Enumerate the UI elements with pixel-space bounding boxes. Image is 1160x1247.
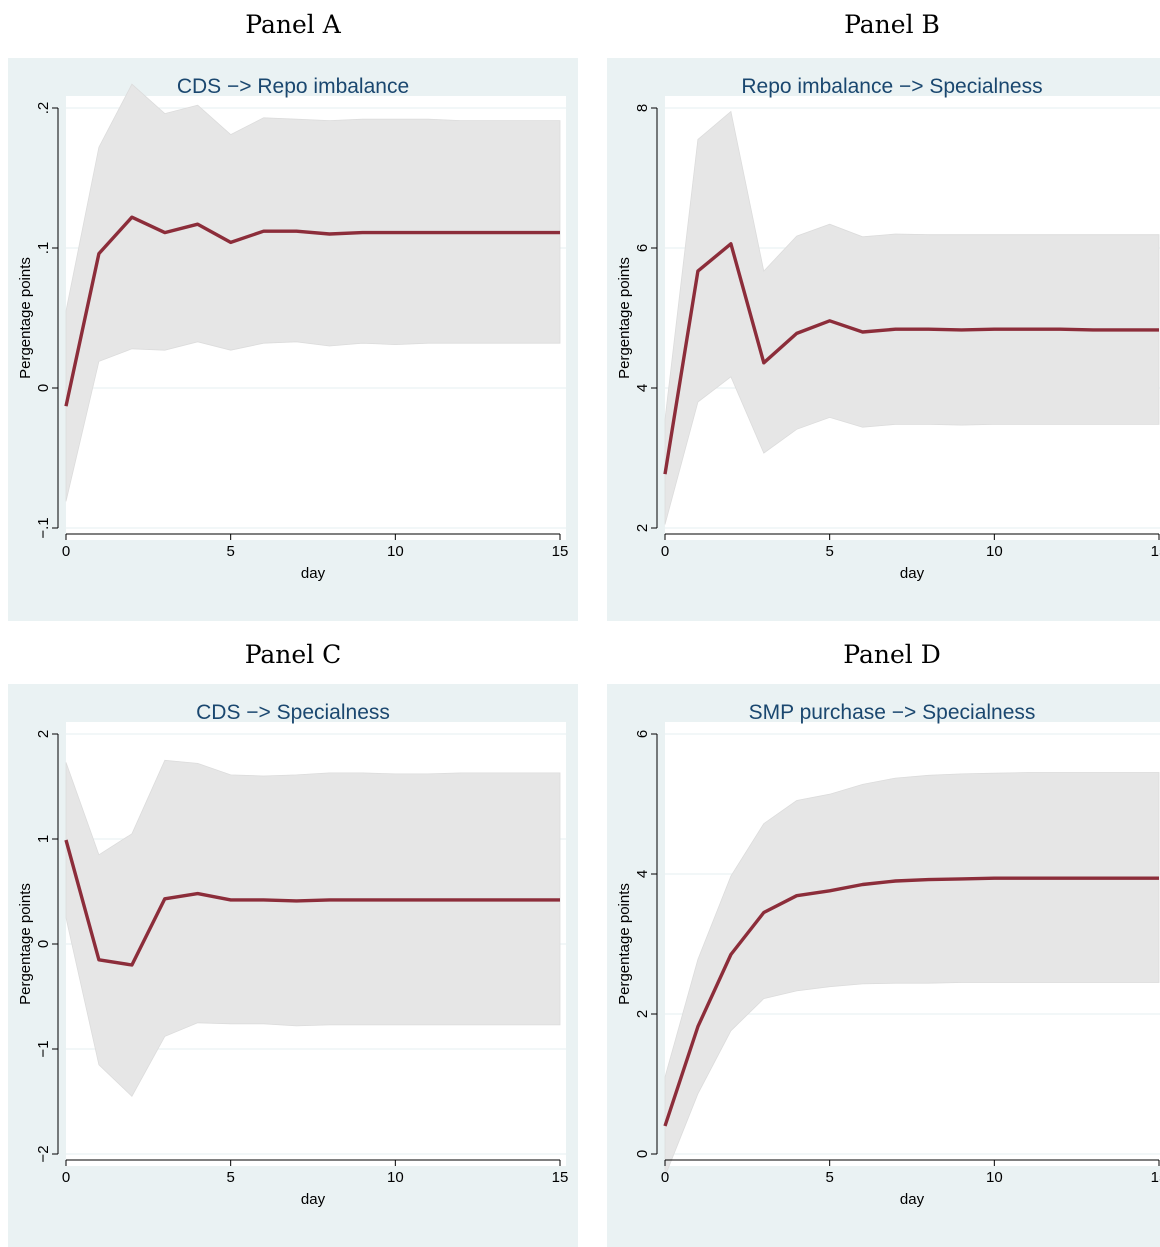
y-tick-label: 1 xyxy=(35,835,52,843)
irf-line xyxy=(663,876,1159,1127)
x-axis-label: day xyxy=(900,1191,925,1208)
panel-b-chart-svg: Repo imbalance −> Specialness 2 4 6 8 0 5 10 15 d… xyxy=(616,75,1160,582)
confidence-band xyxy=(65,759,561,1097)
x-tick-label: 5 xyxy=(226,543,234,560)
x-axis-label: day xyxy=(301,1191,326,1208)
panel-a-chart: CDS −> Repo imbalance −.1 0 .1 .2 0 5 10 15 day Pe… xyxy=(8,58,578,621)
y-axis-label: Pergentage points xyxy=(616,883,633,1005)
x-tick-label: 10 xyxy=(387,543,404,560)
y-tick-label: −.1 xyxy=(35,517,52,538)
y-tick-label: 2 xyxy=(634,1010,651,1018)
panel-d-chart: SMP purchase −> Specialness 0 2 4 6 0 5 10 15 day… xyxy=(607,684,1160,1247)
x-tick-label: 5 xyxy=(825,1169,833,1186)
chart-title: CDS −> Specialness xyxy=(196,701,390,724)
confidence-band xyxy=(664,110,1160,525)
x-tick-label: 0 xyxy=(62,543,70,560)
y-tick-label: 8 xyxy=(634,104,651,112)
y-tick-label: 2 xyxy=(35,730,52,738)
x-tick-label: 0 xyxy=(661,1169,669,1186)
y-tick-label: 4 xyxy=(634,384,651,392)
confidence-band xyxy=(664,772,1160,1177)
x-tick-label: 10 xyxy=(986,543,1003,560)
y-tick-label: 0 xyxy=(35,940,52,948)
x-tick-label: 0 xyxy=(62,1169,70,1186)
x-axis-label: day xyxy=(900,565,925,582)
y-axis-label: Pergentage points xyxy=(17,883,34,1005)
irf-line xyxy=(64,215,560,407)
x-tick-label: 5 xyxy=(226,1169,234,1186)
chart-title: Repo imbalance −> Specialness xyxy=(741,75,1042,98)
panel-d-chart-svg: SMP purchase −> Specialness 0 2 4 6 0 5 10 15 day… xyxy=(616,701,1160,1208)
x-tick-label: 15 xyxy=(1151,1169,1160,1186)
x-tick-label: 10 xyxy=(986,1169,1003,1186)
x-tick-label: 15 xyxy=(1151,543,1160,560)
panel-b-chart: Repo imbalance −> Specialness 2 4 6 8 0 5 10 15 d… xyxy=(607,58,1160,621)
panel-a-heading: Panel A xyxy=(245,10,341,39)
panel-c-chart: CDS −> Specialness −2 −1 0 1 2 0 5 10 15 day Pergen… xyxy=(8,684,578,1247)
chart-title: SMP purchase −> Specialness xyxy=(749,701,1036,724)
y-tick-label: −1 xyxy=(35,1040,52,1057)
panel-a-chart-svg: CDS −> Repo imbalance −.1 0 .1 .2 0 5 10 15 day Pe… xyxy=(17,75,569,582)
panel-d-heading: Panel D xyxy=(843,640,941,669)
panel-c-heading: Panel C xyxy=(244,640,342,669)
y-tick-label: −2 xyxy=(35,1145,52,1162)
y-axis-label: Pergentage points xyxy=(616,257,633,379)
x-tick-label: 0 xyxy=(661,543,669,560)
y-axis-label: Pergentage points xyxy=(17,257,34,379)
y-tick-label: 6 xyxy=(634,730,651,738)
y-tick-label: 0 xyxy=(35,384,52,392)
y-tick-label: 6 xyxy=(634,244,651,252)
chart-title: CDS −> Repo imbalance xyxy=(177,75,409,98)
x-tick-label: 5 xyxy=(825,543,833,560)
y-tick-label: .1 xyxy=(35,242,52,255)
y-tick-label: 2 xyxy=(634,524,651,532)
x-tick-label: 15 xyxy=(552,1169,569,1186)
y-tick-label: 4 xyxy=(634,870,651,878)
panel-c-chart-svg: CDS −> Specialness −2 −1 0 1 2 0 5 10 15 day Pergen… xyxy=(17,701,569,1208)
confidence-band xyxy=(65,83,561,502)
y-tick-label: 0 xyxy=(634,1150,651,1158)
irf-line xyxy=(663,242,1159,475)
y-tick-label: .2 xyxy=(35,102,52,115)
x-axis-label: day xyxy=(301,565,326,582)
x-tick-label: 15 xyxy=(552,543,569,560)
panel-b-heading: Panel B xyxy=(844,10,940,39)
irf-line xyxy=(64,839,560,967)
x-tick-label: 10 xyxy=(387,1169,404,1186)
